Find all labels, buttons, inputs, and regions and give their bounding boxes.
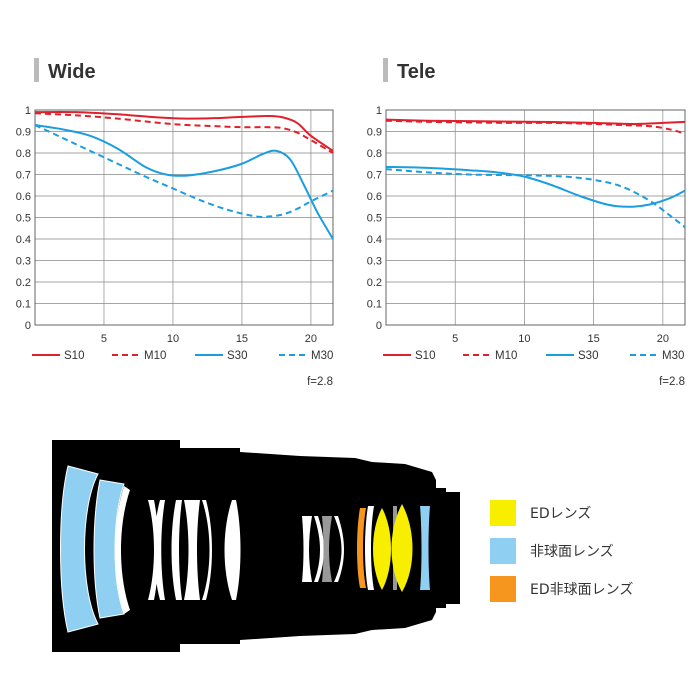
series-line-s10	[34, 110, 334, 152]
y-tick-label: 0.4	[367, 234, 382, 246]
x-tick-label: 20	[657, 333, 669, 345]
lens-element-12	[322, 516, 332, 582]
x-tick-label: 20	[305, 333, 317, 345]
lens-element-8	[202, 500, 212, 600]
legend-label-s30: S30	[578, 350, 598, 362]
legend-swatch-aspherical	[490, 538, 516, 564]
chart-title: Tele	[397, 61, 436, 83]
lens-element-18	[391, 504, 413, 592]
legend-label-aspherical: 非球面レンズ	[530, 544, 614, 560]
y-tick-label: 0.5	[16, 213, 31, 225]
x-tick-label: 5	[101, 333, 107, 345]
lens-element-5	[154, 500, 165, 600]
y-tick-label: 0.9	[16, 127, 31, 139]
chart-title: Wide	[48, 61, 96, 83]
y-tick-label: 0.8	[367, 148, 382, 160]
y-tick-label: 0.4	[16, 234, 31, 246]
lens-element-16	[373, 508, 391, 590]
lens-element-9	[224, 500, 241, 600]
x-tick-label: 15	[588, 333, 600, 345]
y-tick-label: 0.9	[367, 127, 382, 139]
legend-label-ed-aspherical: ED非球面レンズ	[530, 582, 633, 598]
legend-swatch-ed	[490, 500, 516, 526]
legend-swatch-ed-aspherical	[490, 576, 516, 602]
lens-element-1	[60, 465, 99, 633]
title-bar	[383, 58, 388, 82]
y-tick-label: 0.3	[367, 256, 382, 268]
legend-label-ed: EDレンズ	[530, 506, 591, 522]
legend-label-s30: S30	[227, 350, 247, 362]
lens-element-13	[334, 516, 344, 582]
series-line-s30	[385, 165, 686, 208]
y-tick-label: 0.3	[16, 256, 31, 268]
plot-frame	[385, 109, 686, 326]
legend-label-m10: M10	[144, 350, 166, 362]
series-line-s10	[385, 118, 686, 125]
y-tick-label: 1	[376, 105, 382, 117]
y-tick-label: 0.1	[367, 299, 382, 311]
x-tick-label: 15	[236, 333, 248, 345]
y-tick-label: 0.2	[367, 277, 382, 289]
y-tick-label: 0.8	[16, 148, 31, 160]
x-tick-label: 10	[167, 333, 179, 345]
y-tick-label: 0.7	[16, 170, 31, 182]
legend-label-s10: S10	[64, 350, 84, 362]
legend-label-m30: M30	[311, 350, 333, 362]
y-tick-label: 1	[25, 105, 31, 117]
y-tick-label: 0.5	[367, 213, 382, 225]
y-tick-label: 0.6	[16, 191, 31, 203]
series-line-s30	[34, 124, 334, 240]
y-tick-label: 0.6	[367, 191, 382, 203]
legend-label-s10: S10	[415, 350, 435, 362]
plot-frame	[34, 109, 334, 326]
legend-label-m30: M30	[662, 350, 684, 362]
lens-element-7	[184, 500, 200, 600]
lens-element-14	[357, 508, 366, 588]
x-tick-label: 5	[452, 333, 458, 345]
series-line-m30	[385, 168, 686, 228]
lens-element-11	[314, 516, 324, 582]
lens-element-15	[365, 506, 374, 590]
title-bar	[34, 58, 39, 82]
y-tick-label: 0.7	[367, 170, 382, 182]
aperture-note: f=2.8	[659, 376, 685, 388]
aperture-note: f=2.8	[307, 376, 333, 388]
y-tick-label: 0	[25, 320, 31, 332]
lens-element-19	[420, 506, 430, 590]
x-tick-label: 10	[518, 333, 530, 345]
series-line-m10	[385, 119, 686, 135]
y-tick-label: 0.1	[16, 299, 31, 311]
y-tick-label: 0	[376, 320, 382, 332]
lens-element-3	[115, 486, 130, 614]
lens-element-6	[171, 500, 182, 600]
series-line-m10	[34, 112, 334, 154]
y-tick-label: 0.2	[16, 277, 31, 289]
legend-label-m10: M10	[495, 350, 517, 362]
lens-element-10	[302, 516, 312, 582]
series-line-m30	[34, 124, 334, 218]
